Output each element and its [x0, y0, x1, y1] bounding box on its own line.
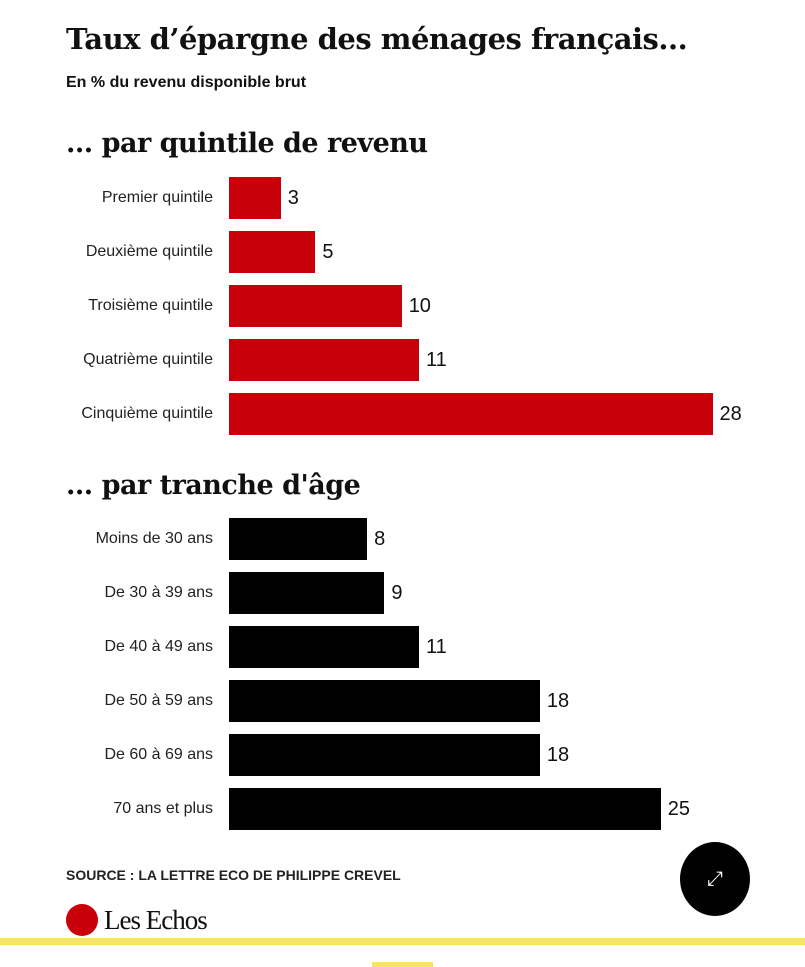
section-title-age: ... par tranche d'âge: [66, 470, 361, 501]
value-label: 11: [425, 636, 447, 658]
value-label: 18: [546, 744, 570, 766]
category-label: De 30 à 39 ans: [104, 584, 213, 601]
bar: [229, 788, 661, 830]
logo-emblem-icon: [66, 904, 98, 936]
value-label: 3: [287, 187, 299, 209]
bar: [229, 285, 402, 327]
bar: [229, 231, 316, 273]
bar: [229, 177, 281, 219]
value-label: 8: [374, 528, 386, 550]
yellow-tab: [372, 962, 433, 967]
category-label: Moins de 30 ans: [95, 530, 213, 547]
bar: [229, 680, 540, 722]
expand-icon: ⤢: [707, 867, 723, 890]
category-label: Premier quintile: [101, 189, 213, 206]
bar: [229, 626, 419, 668]
value-label: 9: [391, 582, 403, 604]
value-label: 25: [667, 798, 690, 820]
category-label: De 50 à 59 ans: [104, 692, 213, 709]
value-label: 11: [425, 349, 447, 371]
section-title-income: ... par quintile de revenu: [66, 128, 428, 159]
category-label: De 40 à 49 ans: [104, 638, 213, 655]
bar: [229, 339, 419, 381]
value-label: 18: [546, 690, 570, 712]
logo-text: Les Echos: [104, 904, 208, 935]
bar: [229, 572, 385, 614]
expand-fullscreen-button[interactable]: ⤢: [680, 842, 750, 916]
yellow-divider: [0, 938, 805, 945]
category-label: Cinquième quintile: [81, 405, 213, 422]
category-label: 70 ans et plus: [113, 800, 213, 817]
category-label: Deuxième quintile: [85, 243, 213, 260]
category-label: Quatrième quintile: [83, 351, 213, 368]
category-label: Troisième quintile: [88, 297, 213, 314]
chart-subtitle: En % du revenu disponible brut: [66, 74, 307, 91]
category-label: De 60 à 69 ans: [104, 746, 213, 763]
chart-title: Taux d’épargne des ménages français...: [66, 22, 688, 56]
les-echos-logo: Les Echos: [66, 904, 208, 936]
value-label: 10: [408, 295, 431, 317]
bar: [229, 734, 540, 776]
value-label: 5: [322, 241, 334, 263]
bar: [229, 518, 368, 560]
bar: [229, 393, 713, 435]
source-note: SOURCE : LA LETTRE ECO DE PHILIPPE CREVE…: [66, 867, 401, 883]
value-label: 28: [719, 403, 742, 425]
